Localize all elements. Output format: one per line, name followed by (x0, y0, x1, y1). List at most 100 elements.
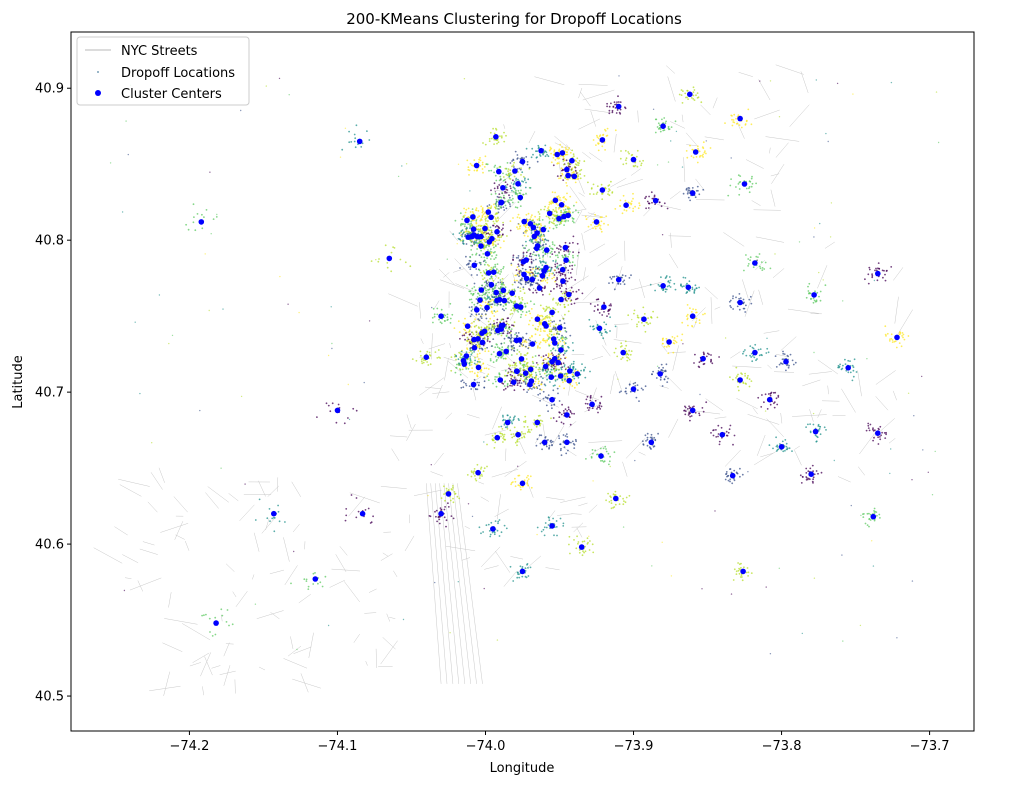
dropoff-point (478, 161, 480, 163)
dropoff-point (464, 215, 466, 217)
dropoff-point (732, 298, 734, 300)
dropoff-point (528, 575, 530, 577)
dropoff-point (570, 442, 572, 444)
street-segment (450, 343, 451, 348)
street-segment (484, 566, 498, 570)
dropoff-point (884, 432, 886, 434)
street-segment (220, 671, 236, 675)
dropoff-point (494, 223, 496, 225)
dropoff-point (538, 326, 540, 328)
dropoff-point (203, 216, 205, 218)
street-segment (283, 537, 289, 561)
dropoff-point (629, 384, 631, 386)
street-segment (392, 449, 400, 461)
dropoff-point (597, 185, 599, 187)
dropoff-point (481, 326, 483, 328)
dropoff-point (523, 247, 525, 249)
dropoff-point (751, 380, 753, 382)
dropoff-point (729, 468, 731, 470)
dropoff-point (429, 515, 431, 517)
street-segment (162, 643, 182, 652)
dropoff-point (483, 387, 485, 389)
dropoff-point (497, 220, 499, 222)
street-segment (794, 449, 802, 465)
dropoff-point (564, 322, 566, 324)
dropoff-point (476, 382, 478, 384)
dropoff-point (498, 239, 500, 241)
dropoff-point (666, 275, 668, 277)
dropoff-point (625, 107, 627, 109)
dropoff-point (494, 533, 496, 535)
dropoff-point (488, 326, 490, 328)
dropoff-point (666, 338, 668, 340)
dropoff-point (753, 357, 755, 359)
dropoff-point (452, 487, 454, 489)
street-segment (381, 486, 407, 488)
dropoff-point (536, 445, 538, 447)
dropoff-point (487, 207, 489, 209)
dropoff-point (867, 524, 869, 526)
dropoff-point (560, 210, 562, 212)
dropoff-point (471, 361, 473, 363)
street-segment (858, 467, 865, 476)
dropoff-point (509, 430, 511, 432)
dropoff-point (547, 335, 549, 337)
dropoff-point (481, 305, 483, 307)
dropoff-point (552, 241, 554, 243)
dropoff-point (825, 429, 827, 431)
street-segment (639, 279, 644, 298)
dropoff-point (692, 187, 694, 189)
dropoff-point (566, 436, 568, 438)
dropoff-point (531, 317, 533, 319)
dropoff-point (704, 313, 706, 315)
dropoff-point (572, 257, 574, 259)
dropoff-point (486, 283, 488, 285)
dropoff-point (465, 256, 467, 258)
dropoff-point (626, 210, 628, 212)
dropoff-point (647, 201, 649, 203)
dropoff-point (547, 362, 549, 364)
dropoff-point (493, 323, 495, 325)
dropoff-point (587, 403, 589, 405)
dropoff-point (511, 346, 513, 348)
dropoff-point (564, 378, 566, 380)
dropoff-point (657, 126, 659, 128)
dropoff-point (662, 289, 664, 291)
dropoff-point (459, 338, 461, 340)
dropoff-point (805, 472, 807, 474)
dropoff-point (565, 148, 567, 150)
dropoff-point (515, 296, 517, 298)
dropoff-point (615, 491, 617, 493)
dropoff-point (807, 424, 809, 426)
dropoff-point (566, 433, 568, 435)
dropoff-point (687, 189, 689, 191)
dropoff-point (603, 223, 605, 225)
dropoff-point (498, 227, 500, 229)
dropoff-point (479, 361, 481, 363)
dropoff-point (902, 332, 904, 334)
dropoff-point (536, 374, 538, 376)
dropoff-point (555, 266, 557, 268)
street-segment (584, 228, 593, 232)
dropoff-point (625, 150, 627, 152)
dropoff-point (392, 246, 394, 248)
dropoff-point (782, 441, 784, 443)
dropoff-point (626, 393, 628, 395)
dropoff-point (821, 472, 823, 474)
dropoff-point (684, 414, 686, 416)
dropoff-point (471, 336, 473, 338)
dropoff-point (490, 258, 492, 260)
dropoff-point (556, 277, 558, 279)
dropoff-point (469, 333, 471, 335)
dropoff-point (560, 264, 562, 266)
dropoff-point (492, 242, 494, 244)
dropoff-point (507, 415, 509, 417)
dropoff-point (645, 196, 647, 198)
dropoff-point (590, 326, 592, 328)
dropoff-point (743, 566, 745, 568)
dropoff-point (845, 363, 847, 365)
dropoff-point (487, 285, 489, 287)
dropoff-point (878, 443, 880, 445)
dropoff-point (525, 245, 527, 247)
dropoff-point (650, 284, 652, 286)
